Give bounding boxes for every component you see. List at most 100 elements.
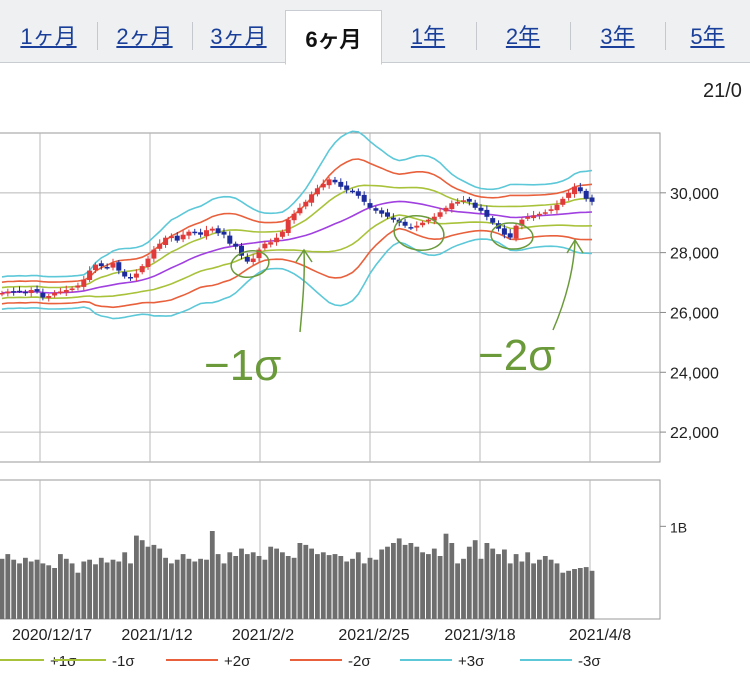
candle-body	[163, 237, 169, 245]
volume-bar	[385, 546, 390, 619]
x-axis: 2020/12/17 2021/1/12 2021/2/2 2021/2/25 2021…	[12, 627, 631, 644]
volume-bar	[215, 554, 221, 619]
volume-bar	[461, 558, 466, 619]
candle-body	[420, 222, 426, 226]
volume-bar	[326, 555, 332, 619]
candle-body	[320, 183, 326, 188]
x-tick-label: 2021/2/25	[338, 627, 409, 644]
candle-body	[221, 231, 227, 235]
volume-bar	[472, 540, 478, 619]
volume-bar	[484, 543, 490, 619]
volume-bar	[52, 568, 57, 619]
tab-3-years[interactable]: 3年	[570, 8, 665, 62]
volume-bar	[350, 558, 355, 619]
candle-body	[303, 201, 309, 207]
tab-label: 2年	[505, 24, 541, 49]
candle-body	[338, 181, 344, 187]
candle-body	[128, 277, 133, 279]
legend-label: -3σ	[578, 653, 601, 670]
candle-body	[139, 266, 145, 273]
volume-bar	[93, 564, 98, 619]
volume-bar	[320, 552, 326, 619]
price-tick-label: 28,000	[670, 246, 719, 263]
price-frame	[0, 132, 661, 463]
volume-bar	[174, 559, 180, 619]
annotations: −1σ −2σ	[204, 215, 584, 390]
volume-tick-label: 1B	[670, 519, 687, 535]
plus-2-sigma-line	[1, 158, 593, 283]
volume-bar	[291, 557, 297, 619]
candle-body	[554, 204, 560, 211]
candle-body	[525, 216, 531, 219]
tab-3-months[interactable]: 3ヶ月	[192, 8, 285, 62]
volume-bar	[315, 554, 320, 619]
candle-body	[449, 203, 455, 210]
volume-bar	[507, 563, 513, 619]
legend-label: -1σ	[112, 653, 135, 670]
candle-body	[589, 197, 595, 202]
candle-body	[490, 218, 496, 223]
volume-bar	[303, 544, 309, 619]
candle-body	[98, 263, 104, 267]
volume-bar	[151, 544, 157, 619]
x-tick-label: 2020/12/17	[12, 627, 92, 644]
tab-2-months[interactable]: 2ヶ月	[97, 8, 192, 62]
candle-body	[209, 228, 215, 231]
candle-body	[34, 289, 40, 292]
volume-bar	[116, 561, 122, 619]
volume-bar	[239, 548, 244, 619]
volume-bar	[227, 552, 233, 619]
candle-body	[507, 233, 513, 238]
candle-body	[560, 198, 566, 205]
volume-bar	[426, 554, 431, 619]
x-tick-label: 2021/2/2	[232, 627, 294, 644]
price-tick-label: 26,000	[670, 305, 719, 322]
tab-6-months[interactable]: 6ヶ月	[285, 10, 382, 65]
candle-body	[408, 227, 414, 229]
annotation-arrowhead	[295, 248, 313, 263]
tab-label: 3ヶ月	[210, 24, 267, 49]
tab-1-year[interactable]: 1年	[380, 8, 476, 62]
candle-body	[145, 258, 151, 267]
candle-body	[443, 207, 449, 212]
candle-body	[431, 216, 437, 221]
candle-body	[81, 279, 87, 287]
volume-bar	[256, 556, 262, 619]
candle-body	[402, 221, 408, 226]
volume-bar	[209, 531, 215, 619]
candle-body	[233, 243, 239, 247]
volume-bar	[443, 533, 449, 619]
tab-5-years[interactable]: 5年	[665, 8, 750, 62]
tab-2-years[interactable]: 2年	[476, 8, 570, 62]
volume-bar	[104, 562, 110, 619]
candle-body	[69, 288, 75, 290]
volume-bar	[379, 549, 385, 619]
candle-body	[122, 271, 128, 277]
candle-body	[22, 291, 28, 294]
candle-body	[350, 190, 355, 193]
volume-bar	[373, 559, 379, 619]
candle-body	[373, 208, 379, 211]
tab-label: 6ヶ月	[305, 26, 362, 52]
candle-body	[501, 228, 507, 235]
volume-bar	[414, 546, 420, 619]
volume-bar	[437, 556, 443, 619]
candle-body	[466, 198, 472, 202]
candle-body	[204, 230, 209, 236]
volume-bar	[11, 559, 17, 619]
candle-body	[168, 236, 174, 239]
volume-bar	[274, 548, 279, 619]
tab-1-month[interactable]: 1ヶ月	[0, 8, 97, 62]
volume-bar	[420, 552, 425, 619]
candle-body	[326, 179, 332, 186]
volume-bar	[186, 558, 192, 619]
volume-bar	[542, 556, 548, 619]
volume-bar	[577, 568, 583, 619]
volume-bar	[297, 543, 303, 619]
candle-body	[279, 231, 285, 237]
candle-body	[274, 237, 280, 243]
candle-body	[390, 217, 396, 220]
candle-body	[425, 219, 431, 222]
volume-bar	[81, 561, 87, 619]
